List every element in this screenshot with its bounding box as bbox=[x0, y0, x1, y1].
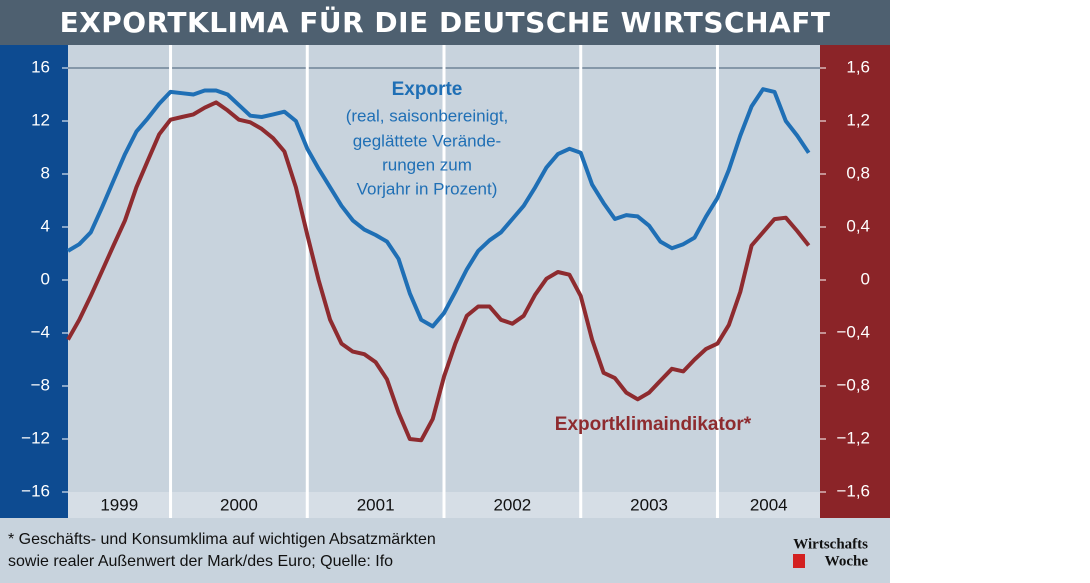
y2-tick-label: 0,4 bbox=[846, 216, 870, 235]
x-tick-label: 2003 bbox=[630, 495, 668, 514]
y2-tick-label: −0,4 bbox=[836, 322, 870, 341]
y-tick-label: 4 bbox=[41, 216, 50, 235]
annotation: geglättete Verände- bbox=[353, 131, 501, 150]
x-tick-label: 1999 bbox=[100, 495, 138, 514]
y2-tick-label: 0,8 bbox=[846, 163, 870, 182]
x-tick-label: 2000 bbox=[220, 495, 258, 514]
y2-tick-label: −1,2 bbox=[836, 428, 870, 447]
footnote-area bbox=[0, 518, 890, 583]
x-tick-label: 2002 bbox=[493, 495, 531, 514]
y-tick-label: 12 bbox=[31, 110, 50, 129]
y2-tick-label: 1,6 bbox=[846, 57, 870, 76]
annotation: rungen zum bbox=[382, 155, 472, 174]
y-tick-label: 0 bbox=[41, 269, 50, 288]
y-tick-label: −8 bbox=[31, 375, 50, 394]
y-tick-label: −16 bbox=[21, 481, 50, 500]
y2-tick-label: 1,2 bbox=[846, 110, 870, 129]
title-bar bbox=[0, 0, 890, 45]
left-axis-panel bbox=[0, 45, 68, 518]
y-tick-label: −12 bbox=[21, 428, 50, 447]
grid bbox=[62, 45, 826, 518]
logo-text: Woche bbox=[825, 553, 869, 569]
x-tick-label: 2004 bbox=[750, 495, 788, 514]
chart-title: EXPORTKLIMA FÜR DIE DEUTSCHE WIRTSCHAFT bbox=[60, 5, 831, 39]
y-tick-label: 8 bbox=[41, 163, 50, 182]
logo-text: Wirtschafts bbox=[793, 536, 868, 552]
lines bbox=[66, 87, 811, 443]
y-tick-label: −4 bbox=[31, 322, 50, 341]
right-axis-panel bbox=[820, 45, 890, 518]
y2-tick-label: −1,6 bbox=[836, 481, 870, 500]
series-label: Exportklimaindikator* bbox=[555, 414, 752, 435]
footnote: * Geschäfts- und Konsumklima auf wichtig… bbox=[8, 531, 436, 548]
x-tick-label: 2001 bbox=[357, 495, 395, 514]
logo-box bbox=[793, 554, 805, 568]
series-label: Exporte bbox=[392, 79, 463, 100]
annotation: (real, saisonbereinigt, bbox=[346, 106, 509, 125]
footnote: sowie realer Außenwert der Mark/des Euro… bbox=[8, 553, 393, 570]
annotation: Vorjahr in Prozent) bbox=[357, 179, 498, 198]
series-line bbox=[66, 100, 811, 443]
series-line bbox=[66, 87, 811, 329]
y2-tick-label: −0,8 bbox=[836, 375, 870, 394]
y2-tick-label: 0 bbox=[861, 269, 870, 288]
y-tick-label: 16 bbox=[31, 57, 50, 76]
